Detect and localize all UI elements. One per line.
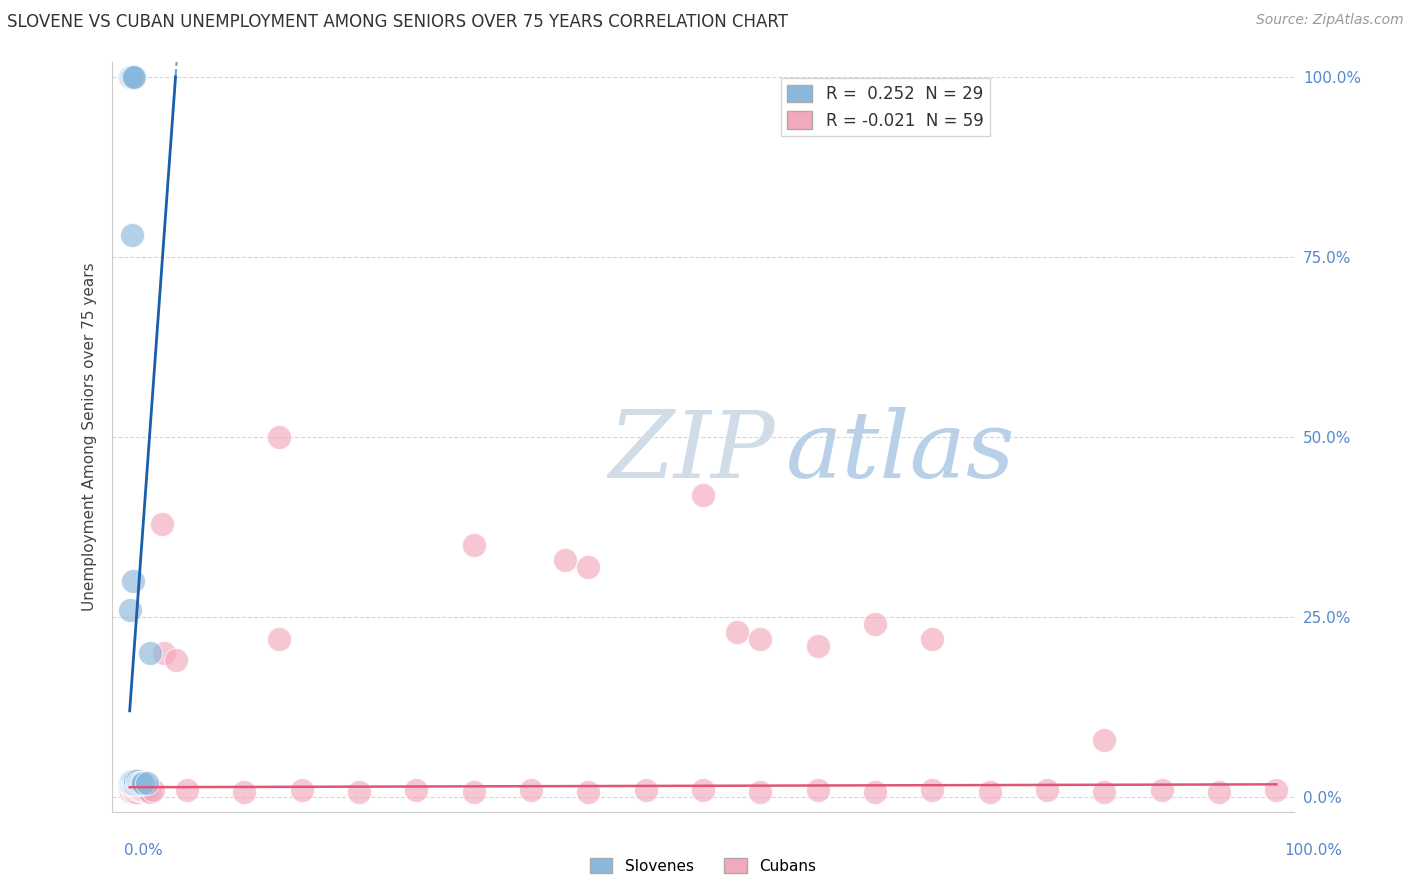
Point: [118, 783, 141, 797]
Point: [267, 632, 290, 646]
Point: [807, 639, 830, 653]
Point: [692, 783, 714, 797]
Point: [127, 783, 149, 797]
Point: [165, 653, 187, 667]
Point: [1092, 732, 1115, 747]
Point: [121, 781, 143, 796]
Point: [122, 777, 145, 791]
Point: [121, 228, 143, 243]
Point: [125, 774, 148, 789]
Text: SLOVENE VS CUBAN UNEMPLOYMENT AMONG SENIORS OVER 75 YEARS CORRELATION CHART: SLOVENE VS CUBAN UNEMPLOYMENT AMONG SENI…: [7, 13, 787, 31]
Point: [463, 538, 485, 552]
Point: [121, 774, 143, 789]
Y-axis label: Unemployment Among Seniors over 75 years: Unemployment Among Seniors over 75 years: [82, 263, 97, 611]
Point: [121, 783, 143, 797]
Legend: R =  0.252  N = 29, R = -0.021  N = 59: R = 0.252 N = 29, R = -0.021 N = 59: [780, 78, 990, 136]
Point: [520, 783, 543, 797]
Point: [1092, 784, 1115, 798]
Point: [807, 783, 830, 797]
Point: [139, 646, 162, 660]
Point: [121, 70, 143, 84]
Point: [1208, 784, 1230, 798]
Point: [122, 70, 145, 84]
Point: [347, 784, 370, 798]
Point: [122, 574, 145, 589]
Point: [139, 784, 162, 798]
Point: [125, 777, 148, 791]
Point: [291, 783, 314, 797]
Point: [131, 783, 153, 797]
Text: atlas: atlas: [786, 407, 1015, 497]
Point: [122, 781, 145, 796]
Text: ZIP: ZIP: [609, 407, 775, 497]
Point: [122, 784, 145, 798]
Point: [127, 776, 149, 790]
Point: [122, 774, 145, 789]
Point: [749, 784, 772, 798]
Point: [921, 632, 943, 646]
Point: [135, 783, 157, 797]
Point: [554, 552, 576, 566]
Point: [150, 516, 173, 531]
Point: [124, 784, 146, 798]
Point: [749, 632, 772, 646]
Point: [405, 783, 427, 797]
Point: [121, 777, 143, 791]
Point: [142, 783, 165, 797]
Point: [124, 777, 146, 791]
Point: [122, 781, 145, 796]
Point: [131, 776, 153, 790]
Point: [129, 776, 152, 790]
Point: [118, 603, 141, 617]
Point: [118, 776, 141, 790]
Legend: Slovenes, Cubans: Slovenes, Cubans: [583, 852, 823, 880]
Point: [692, 488, 714, 502]
Point: [153, 646, 176, 660]
Point: [122, 70, 145, 84]
Point: [233, 784, 256, 798]
Point: [124, 781, 146, 796]
Point: [122, 784, 145, 798]
Point: [129, 783, 152, 797]
Point: [463, 784, 485, 798]
Point: [576, 784, 599, 798]
Point: [267, 430, 290, 444]
Point: [132, 783, 155, 797]
Point: [122, 777, 145, 791]
Point: [576, 559, 599, 574]
Point: [1265, 783, 1288, 797]
Point: [124, 774, 146, 789]
Point: [125, 784, 148, 798]
Point: [134, 783, 156, 797]
Point: [135, 776, 157, 790]
Point: [129, 777, 152, 791]
Point: [129, 783, 152, 797]
Point: [1150, 783, 1173, 797]
Point: [1036, 783, 1059, 797]
Text: 100.0%: 100.0%: [1285, 843, 1343, 858]
Point: [634, 783, 657, 797]
Point: [128, 776, 150, 790]
Text: 0.0%: 0.0%: [124, 843, 163, 858]
Point: [125, 781, 148, 796]
Point: [122, 774, 145, 789]
Point: [132, 776, 155, 790]
Point: [120, 777, 142, 791]
Point: [863, 784, 886, 798]
Point: [118, 70, 141, 84]
Point: [176, 783, 198, 797]
Text: Source: ZipAtlas.com: Source: ZipAtlas.com: [1256, 13, 1403, 28]
Point: [120, 774, 142, 789]
Point: [979, 784, 1001, 798]
Point: [863, 617, 886, 632]
Point: [120, 70, 142, 84]
Point: [120, 784, 142, 798]
Point: [128, 783, 150, 797]
Point: [921, 783, 943, 797]
Point: [725, 624, 748, 639]
